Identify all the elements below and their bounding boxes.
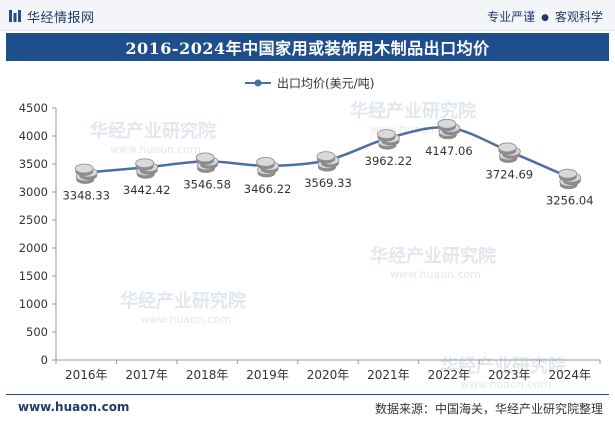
coin-stack-icon	[195, 152, 215, 163]
data-label: 3466.22	[244, 182, 292, 196]
data-point	[377, 129, 400, 150]
data-point	[497, 142, 521, 163]
data-label: 3962.22	[365, 154, 413, 168]
watermark-text: 华经产业研究院	[370, 245, 496, 267]
y-tick-label: 4500	[19, 101, 48, 115]
data-point	[316, 151, 340, 172]
brand-name: 华经情报网	[27, 11, 95, 26]
data-label: 3442.42	[123, 183, 171, 197]
watermark-url: www.huaon.com	[390, 268, 481, 281]
bullet-dot-icon: ●	[541, 13, 549, 23]
x-tick-label: 2019年	[246, 368, 289, 382]
huajing-logo-icon	[9, 10, 21, 22]
data-point	[195, 152, 219, 173]
legend-label: 出口均价(美元/吨)	[277, 77, 374, 91]
footer-divider	[6, 394, 609, 395]
slogan: 专业严谨 ● 客观科学	[487, 8, 603, 25]
x-tick-label: 2022年	[428, 368, 471, 382]
x-tick-label: 2016年	[65, 368, 108, 382]
watermark-url: www.huaon.com	[460, 378, 551, 391]
slogan-tag-1: 专业严谨	[487, 10, 536, 24]
data-label: 3546.58	[183, 177, 231, 191]
x-tick-label: 2021年	[367, 368, 410, 382]
data-label: 3569.33	[304, 176, 352, 190]
coin-stack-icon	[558, 168, 578, 179]
watermark-text: 华经产业研究院	[90, 120, 216, 142]
x-tick-label: 2018年	[186, 368, 229, 382]
y-tick-label: 0	[41, 353, 48, 367]
data-label: 3724.69	[486, 167, 534, 181]
data-point	[437, 118, 461, 140]
coin-stack-icon	[437, 118, 457, 129]
legend-marker-icon	[254, 79, 262, 87]
footer-website: www.huaon.com	[18, 400, 130, 414]
y-tick-label: 500	[26, 325, 48, 339]
watermark-url: www.huaon.com	[140, 313, 231, 326]
coin-stack-icon	[497, 142, 517, 153]
coin-stack-icon	[316, 151, 336, 162]
data-point	[558, 168, 582, 190]
data-label: 4147.06	[425, 144, 473, 158]
y-tick-label: 3000	[19, 185, 48, 199]
chart-title: 2016-2024年中国家用或装饰用木制品出口均价	[6, 33, 609, 61]
line-chart: 华经产业研究院www.huaon.com华经产业研究院www.huaon.com…	[19, 77, 601, 391]
x-tick-label: 2024年	[549, 368, 592, 382]
data-point	[256, 156, 279, 178]
watermark-text: 华经产业研究院	[120, 290, 246, 312]
y-tick-label: 4000	[19, 129, 48, 143]
top-bar: 华经情报网 专业严谨 ● 客观科学	[0, 0, 615, 31]
y-tick-label: 2500	[19, 213, 48, 227]
x-tick-label: 2020年	[307, 368, 350, 382]
watermark-url: www.huaon.com	[110, 143, 201, 156]
y-tick-label: 2000	[19, 241, 48, 255]
coin-stack-icon	[135, 158, 155, 169]
data-point	[135, 158, 159, 179]
x-tick-label: 2017年	[125, 368, 168, 382]
footer-source: 数据来源：中国海关，华经产业研究院整理	[374, 402, 603, 416]
y-tick-label: 1500	[19, 269, 48, 283]
watermark-text: 华经产业研究院	[350, 100, 476, 122]
coin-stack-icon	[74, 163, 94, 174]
coin-stack-icon	[256, 156, 275, 167]
y-tick-label: 1000	[19, 297, 48, 311]
coin-stack-icon	[377, 129, 396, 140]
x-tick-label: 2023年	[488, 368, 531, 382]
y-tick-label: 3500	[19, 157, 48, 171]
slogan-tag-2: 客观科学	[554, 10, 603, 24]
data-label: 3348.33	[62, 188, 110, 202]
data-point	[74, 163, 98, 184]
data-label: 3256.04	[546, 194, 594, 208]
